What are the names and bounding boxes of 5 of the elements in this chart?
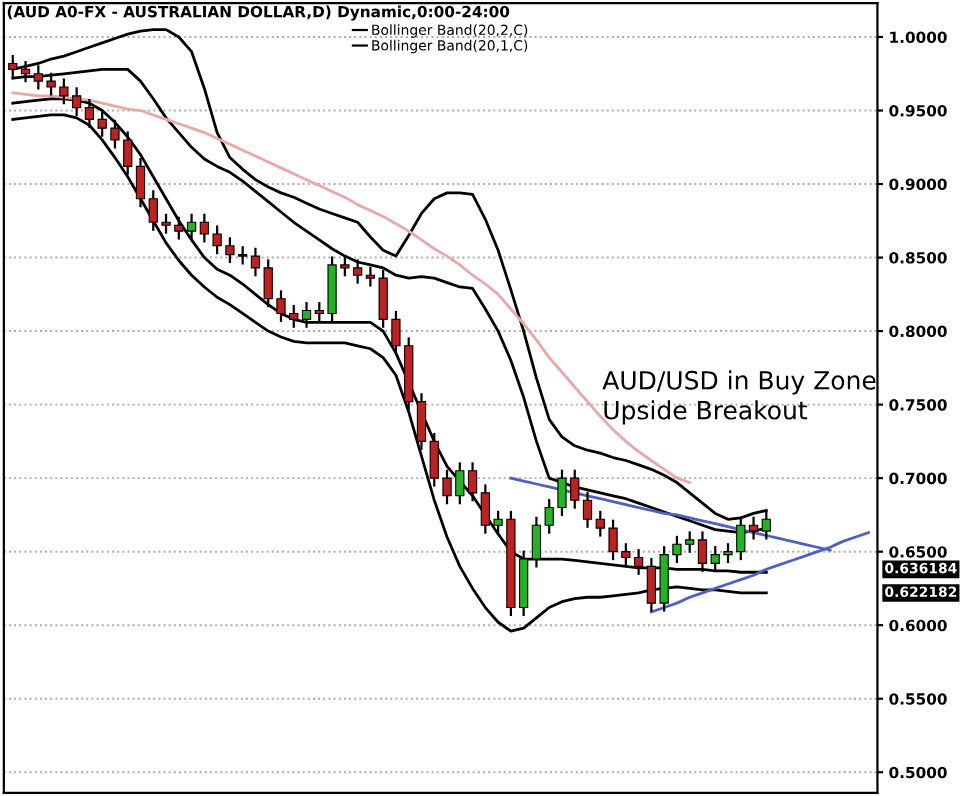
candlestick (416, 393, 427, 450)
candlestick (301, 302, 312, 328)
candlestick (135, 157, 146, 208)
candlestick (582, 491, 593, 528)
annotation: AUD/USD in Buy Zone Upside Breakout (602, 370, 876, 425)
